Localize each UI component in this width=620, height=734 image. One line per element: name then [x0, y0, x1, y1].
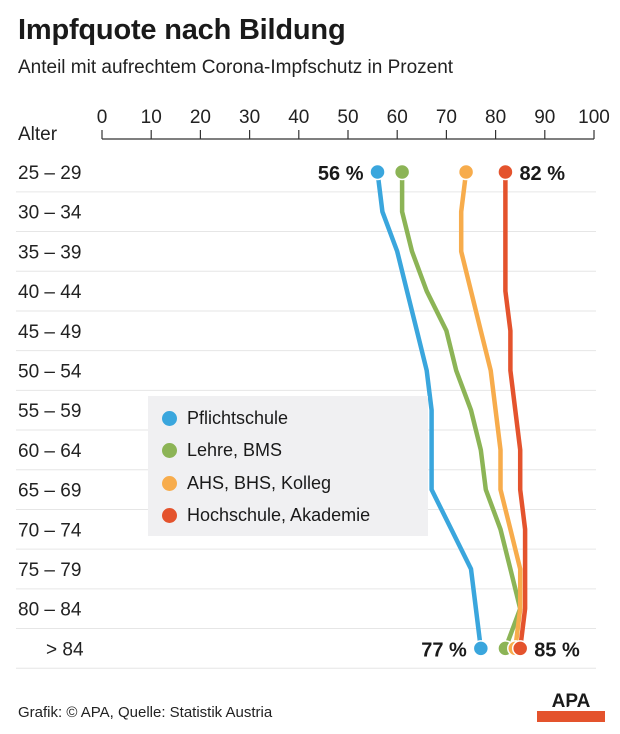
value-annotation: 77 % — [421, 639, 467, 661]
x-tick-label: 0 — [97, 107, 108, 128]
legend-label: Pflichtschule — [187, 407, 289, 428]
series-line — [503, 169, 528, 651]
line-chart: 0 10 20 30 40 50 60 70 80 90 100 Alter 25 – 29 30 – 3… — [16, 107, 610, 669]
source-note: Grafik: © APA, Quelle: Statistik Austria — [18, 704, 273, 721]
age-category-label: 45 – 49 — [18, 322, 81, 343]
apa-logo: APA — [537, 691, 605, 722]
legend-label: Lehre, BMS — [187, 439, 283, 460]
age-category-label: 55 – 59 — [18, 401, 81, 422]
logo-bar — [537, 711, 605, 722]
age-category-label: 30 – 34 — [18, 203, 82, 224]
series-line — [458, 169, 523, 651]
logo-notch — [564, 704, 578, 711]
legend-item: AHS, BHS, Kolleg — [162, 471, 331, 495]
series-start-point — [393, 163, 411, 181]
age-category-label: 35 – 39 — [18, 242, 81, 263]
legend-swatch — [162, 507, 177, 523]
age-category-label: 65 – 69 — [18, 481, 81, 502]
age-category-label: 70 – 74 — [18, 520, 82, 541]
x-tick-label: 20 — [190, 107, 211, 128]
legend-swatch — [162, 442, 177, 458]
series-end-point — [511, 640, 529, 657]
value-annotation: 56 % — [318, 163, 364, 185]
series-start-point — [457, 163, 475, 181]
x-tick-label: 70 — [436, 107, 457, 128]
chart-subtitle: Anteil mit aufrechtem Corona-Impfschutz … — [18, 57, 454, 78]
x-tick-label: 100 — [578, 107, 610, 128]
x-tick-label: 80 — [485, 107, 506, 128]
value-annotation: 85 % — [534, 639, 580, 661]
x-tick-label: 30 — [239, 107, 260, 128]
series-end-point — [472, 640, 490, 657]
age-category-label: 50 – 54 — [18, 362, 82, 383]
legend-item: Pflichtschule — [162, 406, 288, 430]
chart-title: Impfquote nach Bildung — [18, 14, 346, 46]
age-category-label: 40 – 44 — [18, 282, 82, 303]
age-category-label: 25 – 29 — [18, 163, 81, 184]
age-category-label: > 84 — [46, 639, 84, 660]
legend-item: Lehre, BMS — [162, 438, 282, 462]
legend-swatch — [162, 475, 177, 491]
x-tick-label: 50 — [337, 107, 358, 128]
series-start-point — [497, 163, 514, 181]
age-category-label: 60 – 64 — [18, 441, 82, 462]
age-category-label: 80 – 84 — [18, 600, 82, 621]
age-category-label: 75 – 79 — [18, 560, 81, 581]
x-tick-label: 90 — [534, 107, 555, 128]
y-axis-label: Alter — [18, 124, 58, 145]
chart-legend: Pflichtschule Lehre, BMS AHS, BHS, Kolle… — [148, 396, 428, 536]
x-tick-label: 60 — [387, 107, 408, 128]
logo-text: APA — [552, 691, 591, 712]
legend-swatch — [162, 410, 177, 426]
legend-label: AHS, BHS, Kolleg — [187, 472, 332, 493]
series-start-point — [369, 163, 386, 181]
series-line — [399, 169, 523, 651]
x-tick-label: 40 — [288, 107, 309, 128]
series-line — [375, 169, 484, 651]
x-tick-label: 10 — [141, 107, 162, 128]
value-annotation: 82 % — [519, 163, 565, 185]
legend-label: Hochschule, Akademie — [187, 504, 371, 525]
legend-item: Hochschule, Akademie — [162, 503, 370, 527]
